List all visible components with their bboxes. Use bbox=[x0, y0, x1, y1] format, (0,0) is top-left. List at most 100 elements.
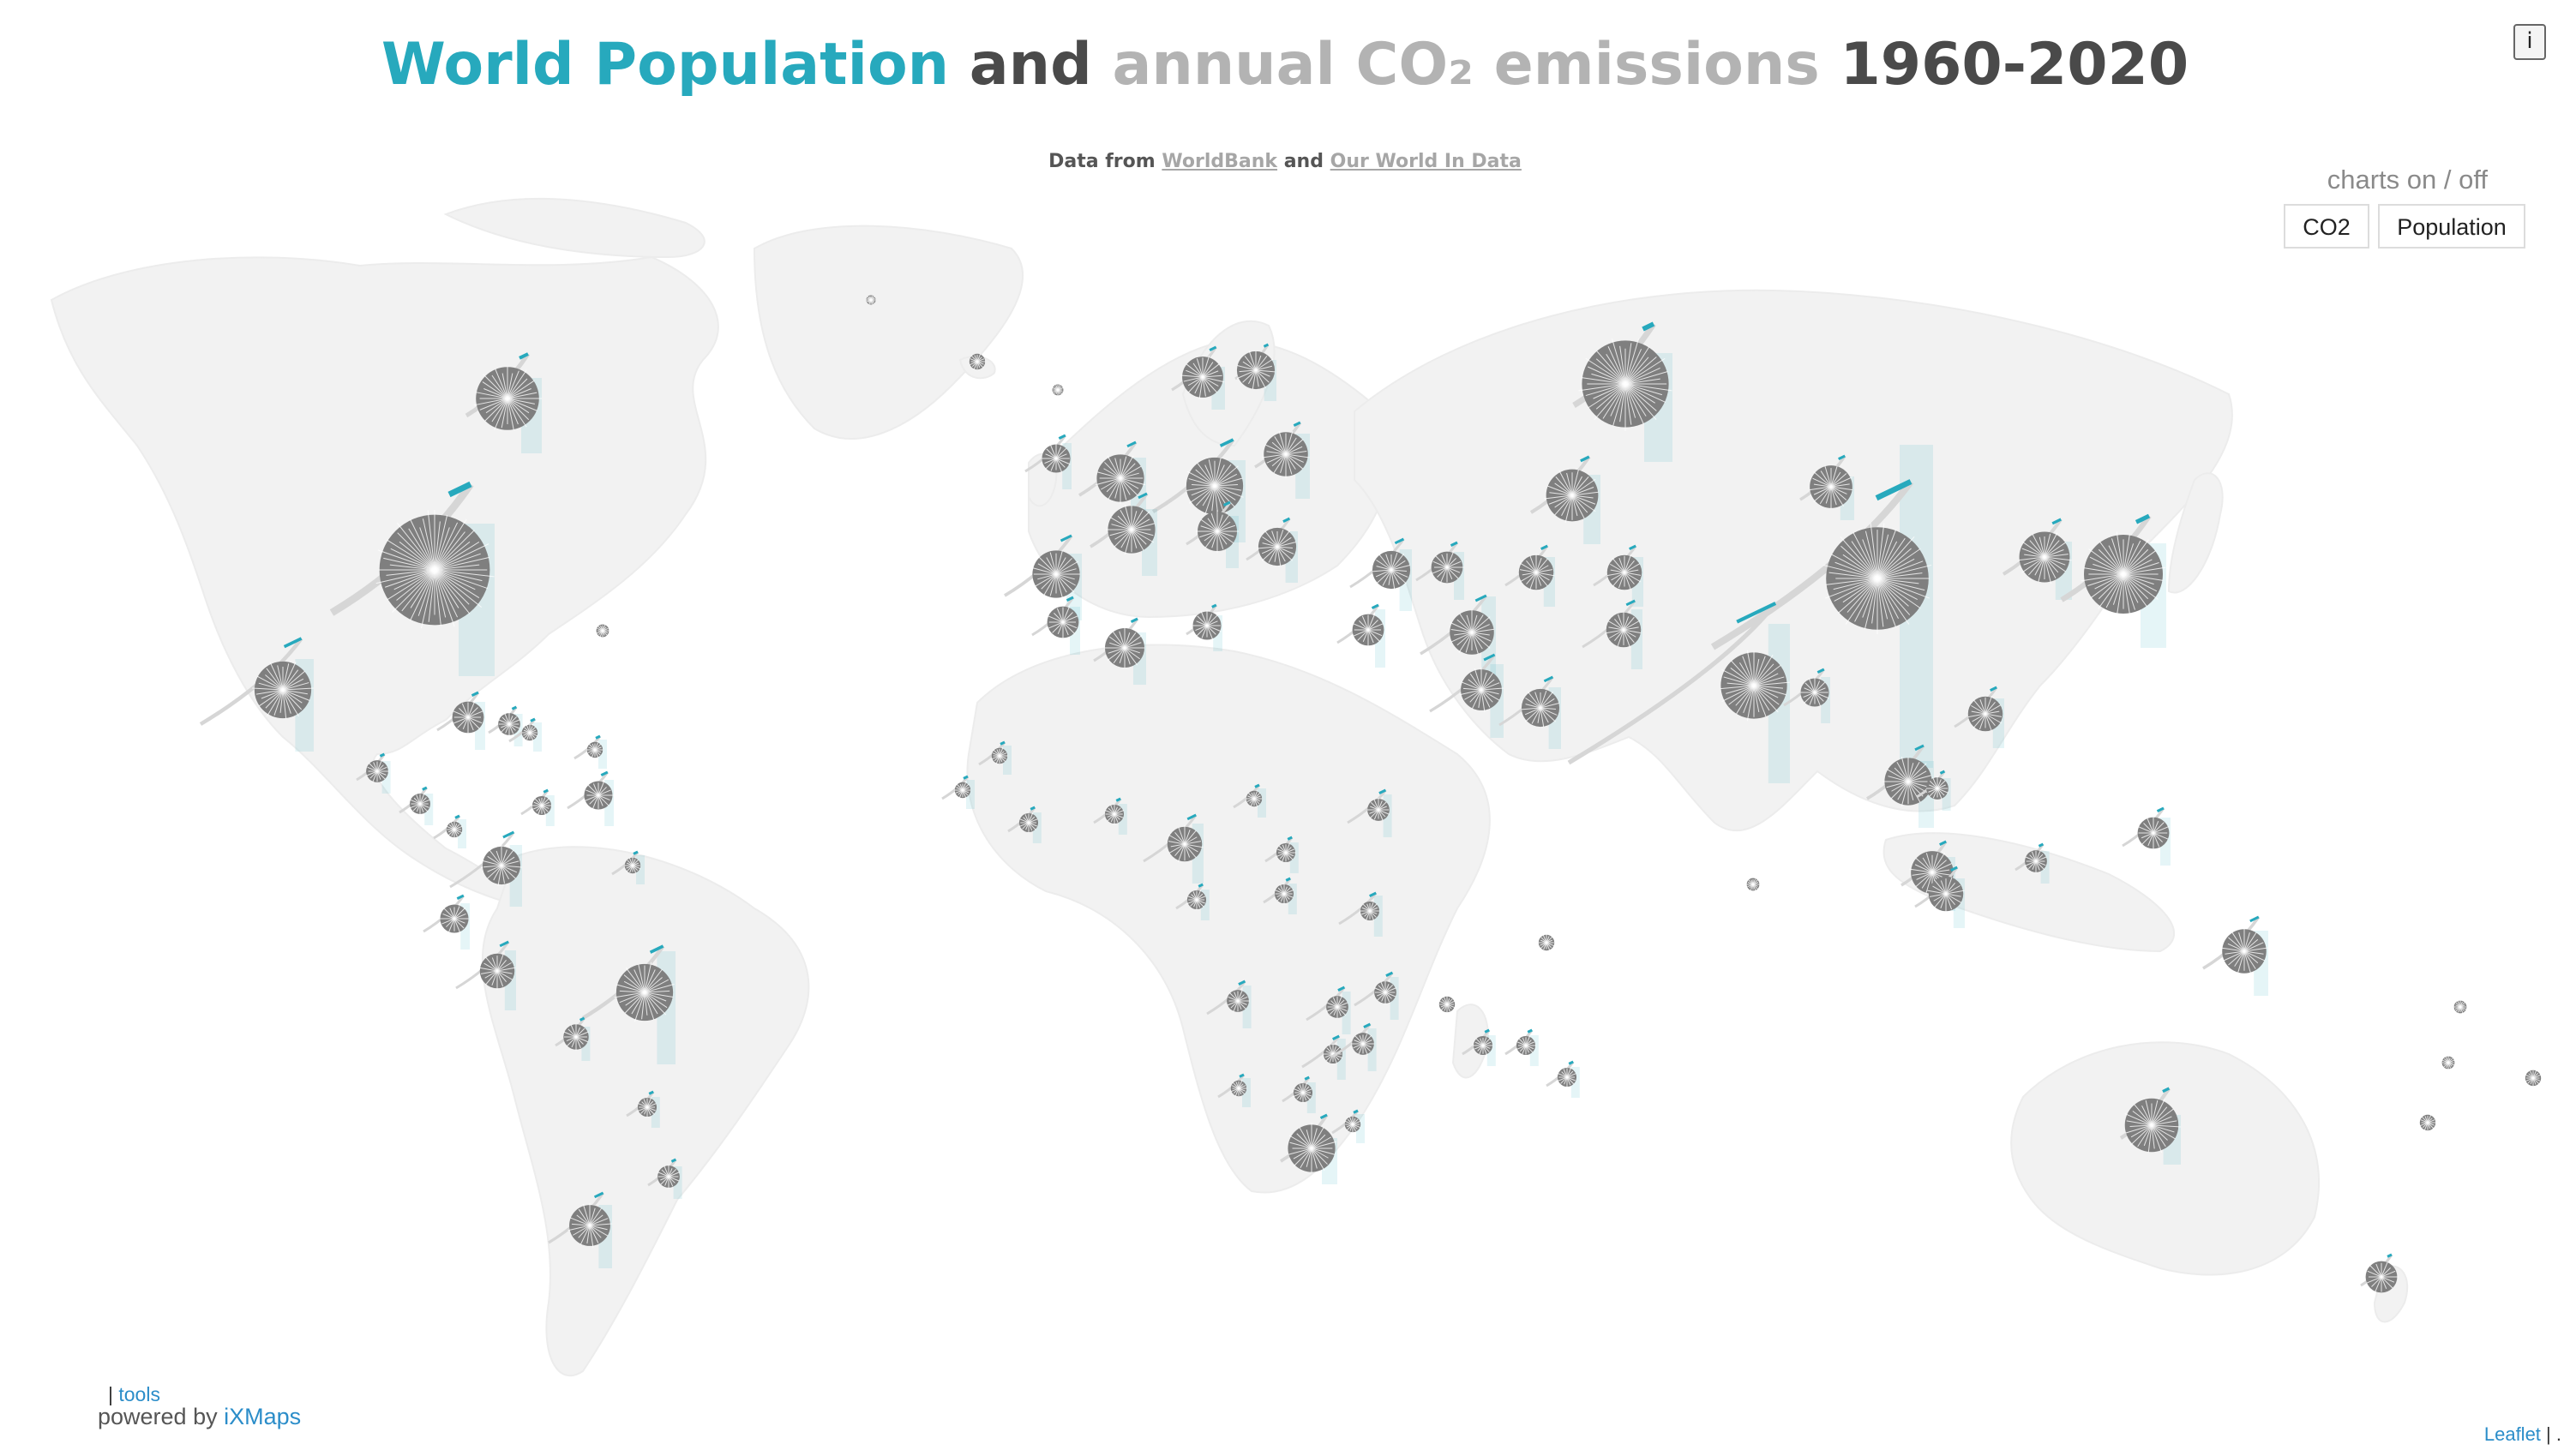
country-glyph[interactable] bbox=[1462, 1028, 1496, 1066]
country-glyph[interactable] bbox=[1799, 454, 1854, 520]
country-glyph[interactable] bbox=[2202, 915, 2268, 996]
country-glyph[interactable] bbox=[1593, 544, 1643, 607]
country-glyph[interactable] bbox=[436, 691, 485, 750]
country-glyph[interactable] bbox=[356, 752, 391, 794]
country-glyph[interactable] bbox=[1538, 934, 1555, 951]
country-glyph[interactable] bbox=[423, 894, 470, 950]
country-glyph[interactable] bbox=[969, 353, 986, 370]
co2-chart-button[interactable]: CO2 bbox=[2284, 204, 2369, 249]
country-glyph[interactable] bbox=[1504, 544, 1555, 607]
country-glyph[interactable] bbox=[1246, 517, 1298, 583]
country-glyph[interactable] bbox=[1171, 345, 1225, 410]
country-glyph[interactable] bbox=[1234, 343, 1276, 401]
country-glyph[interactable] bbox=[488, 705, 523, 746]
country-glyph[interactable] bbox=[1429, 653, 1504, 738]
country-glyph[interactable] bbox=[596, 624, 609, 638]
country-glyph[interactable] bbox=[455, 940, 516, 1010]
country-glyph[interactable] bbox=[1031, 596, 1080, 655]
country-glyph[interactable] bbox=[520, 788, 555, 826]
country-glyph[interactable] bbox=[433, 814, 466, 848]
country-glyph[interactable] bbox=[1572, 321, 1672, 462]
country-glyph[interactable] bbox=[199, 637, 314, 752]
country-glyph[interactable] bbox=[2453, 1000, 2467, 1014]
country-glyph[interactable] bbox=[567, 770, 614, 826]
country-glyph[interactable] bbox=[1301, 1034, 1346, 1080]
country-glyph[interactable] bbox=[1331, 1109, 1365, 1143]
country-glyph[interactable] bbox=[2122, 806, 2171, 866]
country-glyph[interactable] bbox=[1866, 744, 1934, 828]
owid-link[interactable]: Our World In Data bbox=[1330, 151, 1522, 172]
country-glyph[interactable] bbox=[1004, 534, 1082, 620]
info-button[interactable]: i bbox=[2513, 24, 2546, 60]
country-glyph[interactable] bbox=[573, 734, 607, 769]
country-glyph[interactable] bbox=[581, 944, 676, 1064]
country-glyph[interactable] bbox=[2419, 1114, 2436, 1131]
country-glyph[interactable] bbox=[647, 1158, 682, 1199]
country-glyph[interactable] bbox=[555, 1016, 591, 1061]
country-glyph[interactable] bbox=[1354, 971, 1399, 1020]
country-glyph[interactable] bbox=[1336, 603, 1385, 668]
country-glyph[interactable] bbox=[1498, 675, 1561, 749]
country-glyph[interactable] bbox=[1338, 891, 1383, 937]
country-glyph[interactable] bbox=[1746, 878, 1760, 891]
country-glyph[interactable] bbox=[866, 295, 876, 305]
country-glyph[interactable] bbox=[1233, 783, 1266, 818]
country-glyph[interactable] bbox=[508, 717, 542, 752]
tools-link[interactable]: tools bbox=[118, 1383, 160, 1405]
country-glyph[interactable] bbox=[1710, 445, 1933, 768]
country-glyph[interactable] bbox=[1186, 500, 1239, 568]
country-glyph[interactable] bbox=[2525, 1070, 2542, 1087]
country-glyph[interactable] bbox=[1093, 797, 1127, 835]
country-glyph[interactable] bbox=[1280, 1113, 1337, 1184]
country-glyph[interactable] bbox=[1007, 806, 1042, 843]
country-glyph[interactable] bbox=[548, 1191, 612, 1268]
country-glyph[interactable] bbox=[449, 830, 522, 907]
country-glyph[interactable] bbox=[1347, 788, 1392, 837]
country-glyph[interactable] bbox=[2015, 842, 2050, 884]
leaflet-link[interactable]: Leaflet bbox=[2483, 1423, 2541, 1445]
country-glyph[interactable] bbox=[2119, 1087, 2181, 1165]
country-glyph[interactable] bbox=[1090, 492, 1157, 576]
country-glyph[interactable] bbox=[1206, 980, 1252, 1028]
country-glyph[interactable] bbox=[1254, 421, 1310, 499]
country-glyph[interactable] bbox=[399, 786, 434, 825]
country-glyph[interactable] bbox=[1331, 1022, 1377, 1071]
country-glyph[interactable] bbox=[978, 740, 1012, 775]
country-glyph[interactable] bbox=[626, 1090, 660, 1128]
country-glyph[interactable] bbox=[1438, 996, 1456, 1013]
country-glyph[interactable] bbox=[1264, 836, 1299, 873]
country-glyph[interactable] bbox=[1282, 1076, 1316, 1113]
country-glyph[interactable] bbox=[1504, 1028, 1539, 1066]
country-glyph[interactable] bbox=[1093, 617, 1146, 685]
country-glyph[interactable] bbox=[1415, 541, 1464, 600]
country-glyph[interactable] bbox=[1546, 1060, 1580, 1098]
country-glyph[interactable] bbox=[1783, 668, 1830, 723]
ixmaps-link[interactable]: iXMaps bbox=[224, 1404, 302, 1429]
country-glyph[interactable] bbox=[1024, 434, 1072, 489]
country-glyph[interactable] bbox=[1349, 537, 1412, 611]
country-glyph[interactable] bbox=[1916, 770, 1951, 811]
worldbank-link[interactable]: WorldBank bbox=[1162, 151, 1278, 172]
country-glyph[interactable] bbox=[1306, 986, 1351, 1034]
country-glyph[interactable] bbox=[1052, 384, 1064, 396]
country-glyph[interactable] bbox=[1263, 877, 1297, 914]
country-glyph[interactable] bbox=[2441, 1056, 2455, 1070]
country-glyph[interactable] bbox=[941, 775, 975, 809]
country-glyph[interactable] bbox=[465, 352, 542, 453]
country-glyph[interactable] bbox=[1175, 883, 1210, 920]
country-glyph[interactable] bbox=[1914, 866, 1965, 928]
country-glyph[interactable] bbox=[2060, 513, 2166, 648]
country-glyph[interactable] bbox=[2002, 518, 2072, 600]
country-glyph[interactable] bbox=[1186, 603, 1222, 651]
country-glyph[interactable] bbox=[1567, 602, 1790, 783]
country-glyph[interactable] bbox=[1529, 455, 1600, 544]
country-glyph[interactable] bbox=[329, 481, 495, 676]
country-glyph[interactable] bbox=[1217, 1073, 1251, 1107]
population-chart-button[interactable]: Population bbox=[2378, 204, 2525, 249]
country-glyph[interactable] bbox=[1954, 686, 2004, 748]
country-glyph[interactable] bbox=[2360, 1253, 2399, 1293]
country-glyph[interactable] bbox=[1143, 813, 1204, 884]
country-glyph[interactable] bbox=[1582, 599, 1642, 669]
country-glyph[interactable] bbox=[611, 850, 645, 884]
